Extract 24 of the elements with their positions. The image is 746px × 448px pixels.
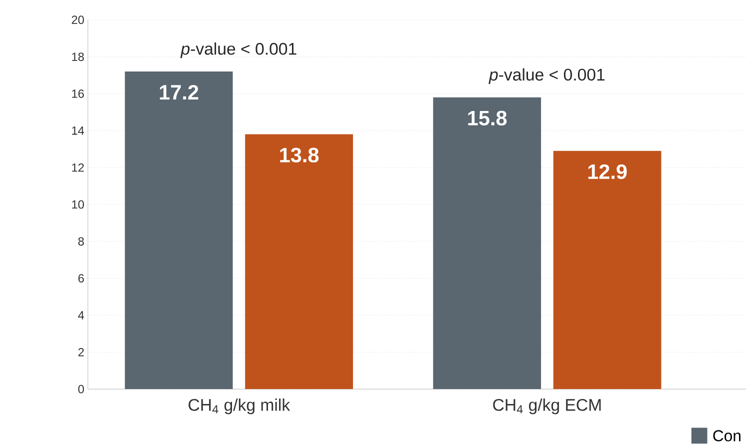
- bar: [245, 134, 353, 390]
- annotation: p-value < 0.001: [180, 42, 296, 58]
- bar: [553, 151, 662, 390]
- y-tick-label: 2: [78, 348, 84, 356]
- data-label: 13.8: [280, 148, 319, 163]
- legend-label: Con: [713, 430, 740, 442]
- y-tick-label: 14: [72, 126, 84, 135]
- y-tick-label: 6: [78, 274, 84, 283]
- y-tick-label: 12: [72, 164, 84, 172]
- x-tick-label: CH$_{4}$ g/kg ECM: [493, 398, 601, 414]
- data-label: 15.8: [468, 110, 507, 126]
- y-tick-label: 16: [72, 90, 84, 98]
- data-label: 12.9: [588, 164, 627, 180]
- y-tick-label: 8: [78, 237, 84, 246]
- annotation: p-value < 0.001: [488, 68, 605, 84]
- y-tick-label: 4: [78, 311, 84, 320]
- data-label: 17.2: [160, 85, 198, 100]
- x-tick-label: CH$_{4}$ g/kg milk: [188, 398, 290, 414]
- y-tick-label: 10: [72, 200, 84, 209]
- y-tick-label: 20: [72, 16, 84, 24]
- bar: [124, 72, 233, 390]
- bar: [433, 98, 542, 390]
- y-tick-label: 18: [72, 52, 84, 62]
- y-tick-label: 0: [78, 385, 84, 394]
